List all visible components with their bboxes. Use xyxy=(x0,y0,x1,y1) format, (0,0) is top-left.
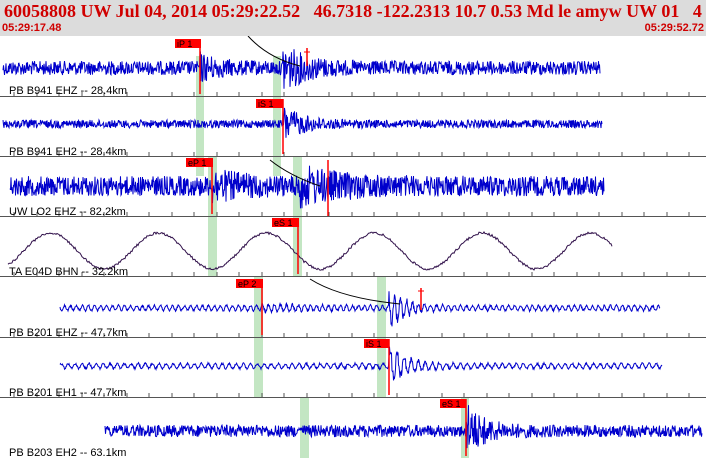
end-time: 05:29:52.72 xyxy=(644,22,704,34)
trace-label: TA E04D BHN -- 32.2km xyxy=(9,266,128,278)
divider-layer xyxy=(0,96,706,398)
pick-marker[interactable]: iS 1 xyxy=(364,339,390,395)
waveform xyxy=(2,49,601,89)
traveltime-curves xyxy=(247,36,401,305)
tick-layer xyxy=(13,92,690,397)
trace-label: UW LO2 EHZ -- 82.2km xyxy=(9,206,126,218)
pick-marker[interactable]: iP 1 xyxy=(175,39,201,94)
pick-marker[interactable]: iS 1 xyxy=(256,99,284,154)
traveltime-curve xyxy=(269,159,321,187)
predicted-marker xyxy=(304,48,424,310)
pick-label: eS 1 xyxy=(274,218,293,228)
traveltime-curve xyxy=(247,36,301,67)
phase-window xyxy=(273,56,281,176)
waveform xyxy=(9,165,605,209)
trace-label: PB B941 EH2 -- 28.4km xyxy=(9,146,126,158)
waveform xyxy=(59,346,663,381)
waveform xyxy=(7,230,613,271)
pick-marker[interactable]: eP 1 xyxy=(186,158,213,214)
event-title: 60058808 UW Jul 04, 2014 05:29:22.52 46.… xyxy=(4,1,702,21)
trace-label: PB B201 EHZ -- 47.7km xyxy=(9,327,127,339)
trace-label: PB B201 EH1 -- 47.7km xyxy=(9,387,126,399)
pick-label: iS 1 xyxy=(366,339,382,349)
waveform xyxy=(2,107,603,138)
seismogram-panel[interactable]: iP 1 iS 1 eP 1 eS 1 eP 2 iS 1 xyxy=(0,36,706,458)
pick-label: eP 1 xyxy=(188,158,206,168)
pick-marker[interactable]: eP 2 xyxy=(236,279,263,335)
traveltime-curve xyxy=(309,278,401,305)
phase-window xyxy=(461,398,469,458)
start-time: 05:29:17.48 xyxy=(2,22,62,34)
pick-label: eP 2 xyxy=(238,279,256,289)
trace-label: PB B203 EH2 -- 63.1km xyxy=(9,447,126,458)
pick-label: iS 1 xyxy=(258,99,274,109)
waveform xyxy=(59,291,661,327)
label-layer: PB B941 EHZ -- 28.4km PB B941 EH2 -- 28.… xyxy=(9,85,128,458)
pick-layer: iP 1 iS 1 eP 1 eS 1 eP 2 iS 1 xyxy=(175,39,467,456)
header-bar: 60058808 UW Jul 04, 2014 05:29:22.52 46.… xyxy=(0,0,706,36)
phase-window xyxy=(196,56,204,176)
pick-label: eS 1 xyxy=(442,399,461,409)
waveform-layer xyxy=(2,49,703,449)
pick-label: iP 1 xyxy=(177,39,192,49)
trace-label: PB B941 EHZ -- 28.4km xyxy=(9,85,127,97)
pick-marker[interactable]: eS 1 xyxy=(272,218,299,274)
waveform xyxy=(104,405,703,449)
pick-marker[interactable]: eS 1 xyxy=(440,399,467,456)
